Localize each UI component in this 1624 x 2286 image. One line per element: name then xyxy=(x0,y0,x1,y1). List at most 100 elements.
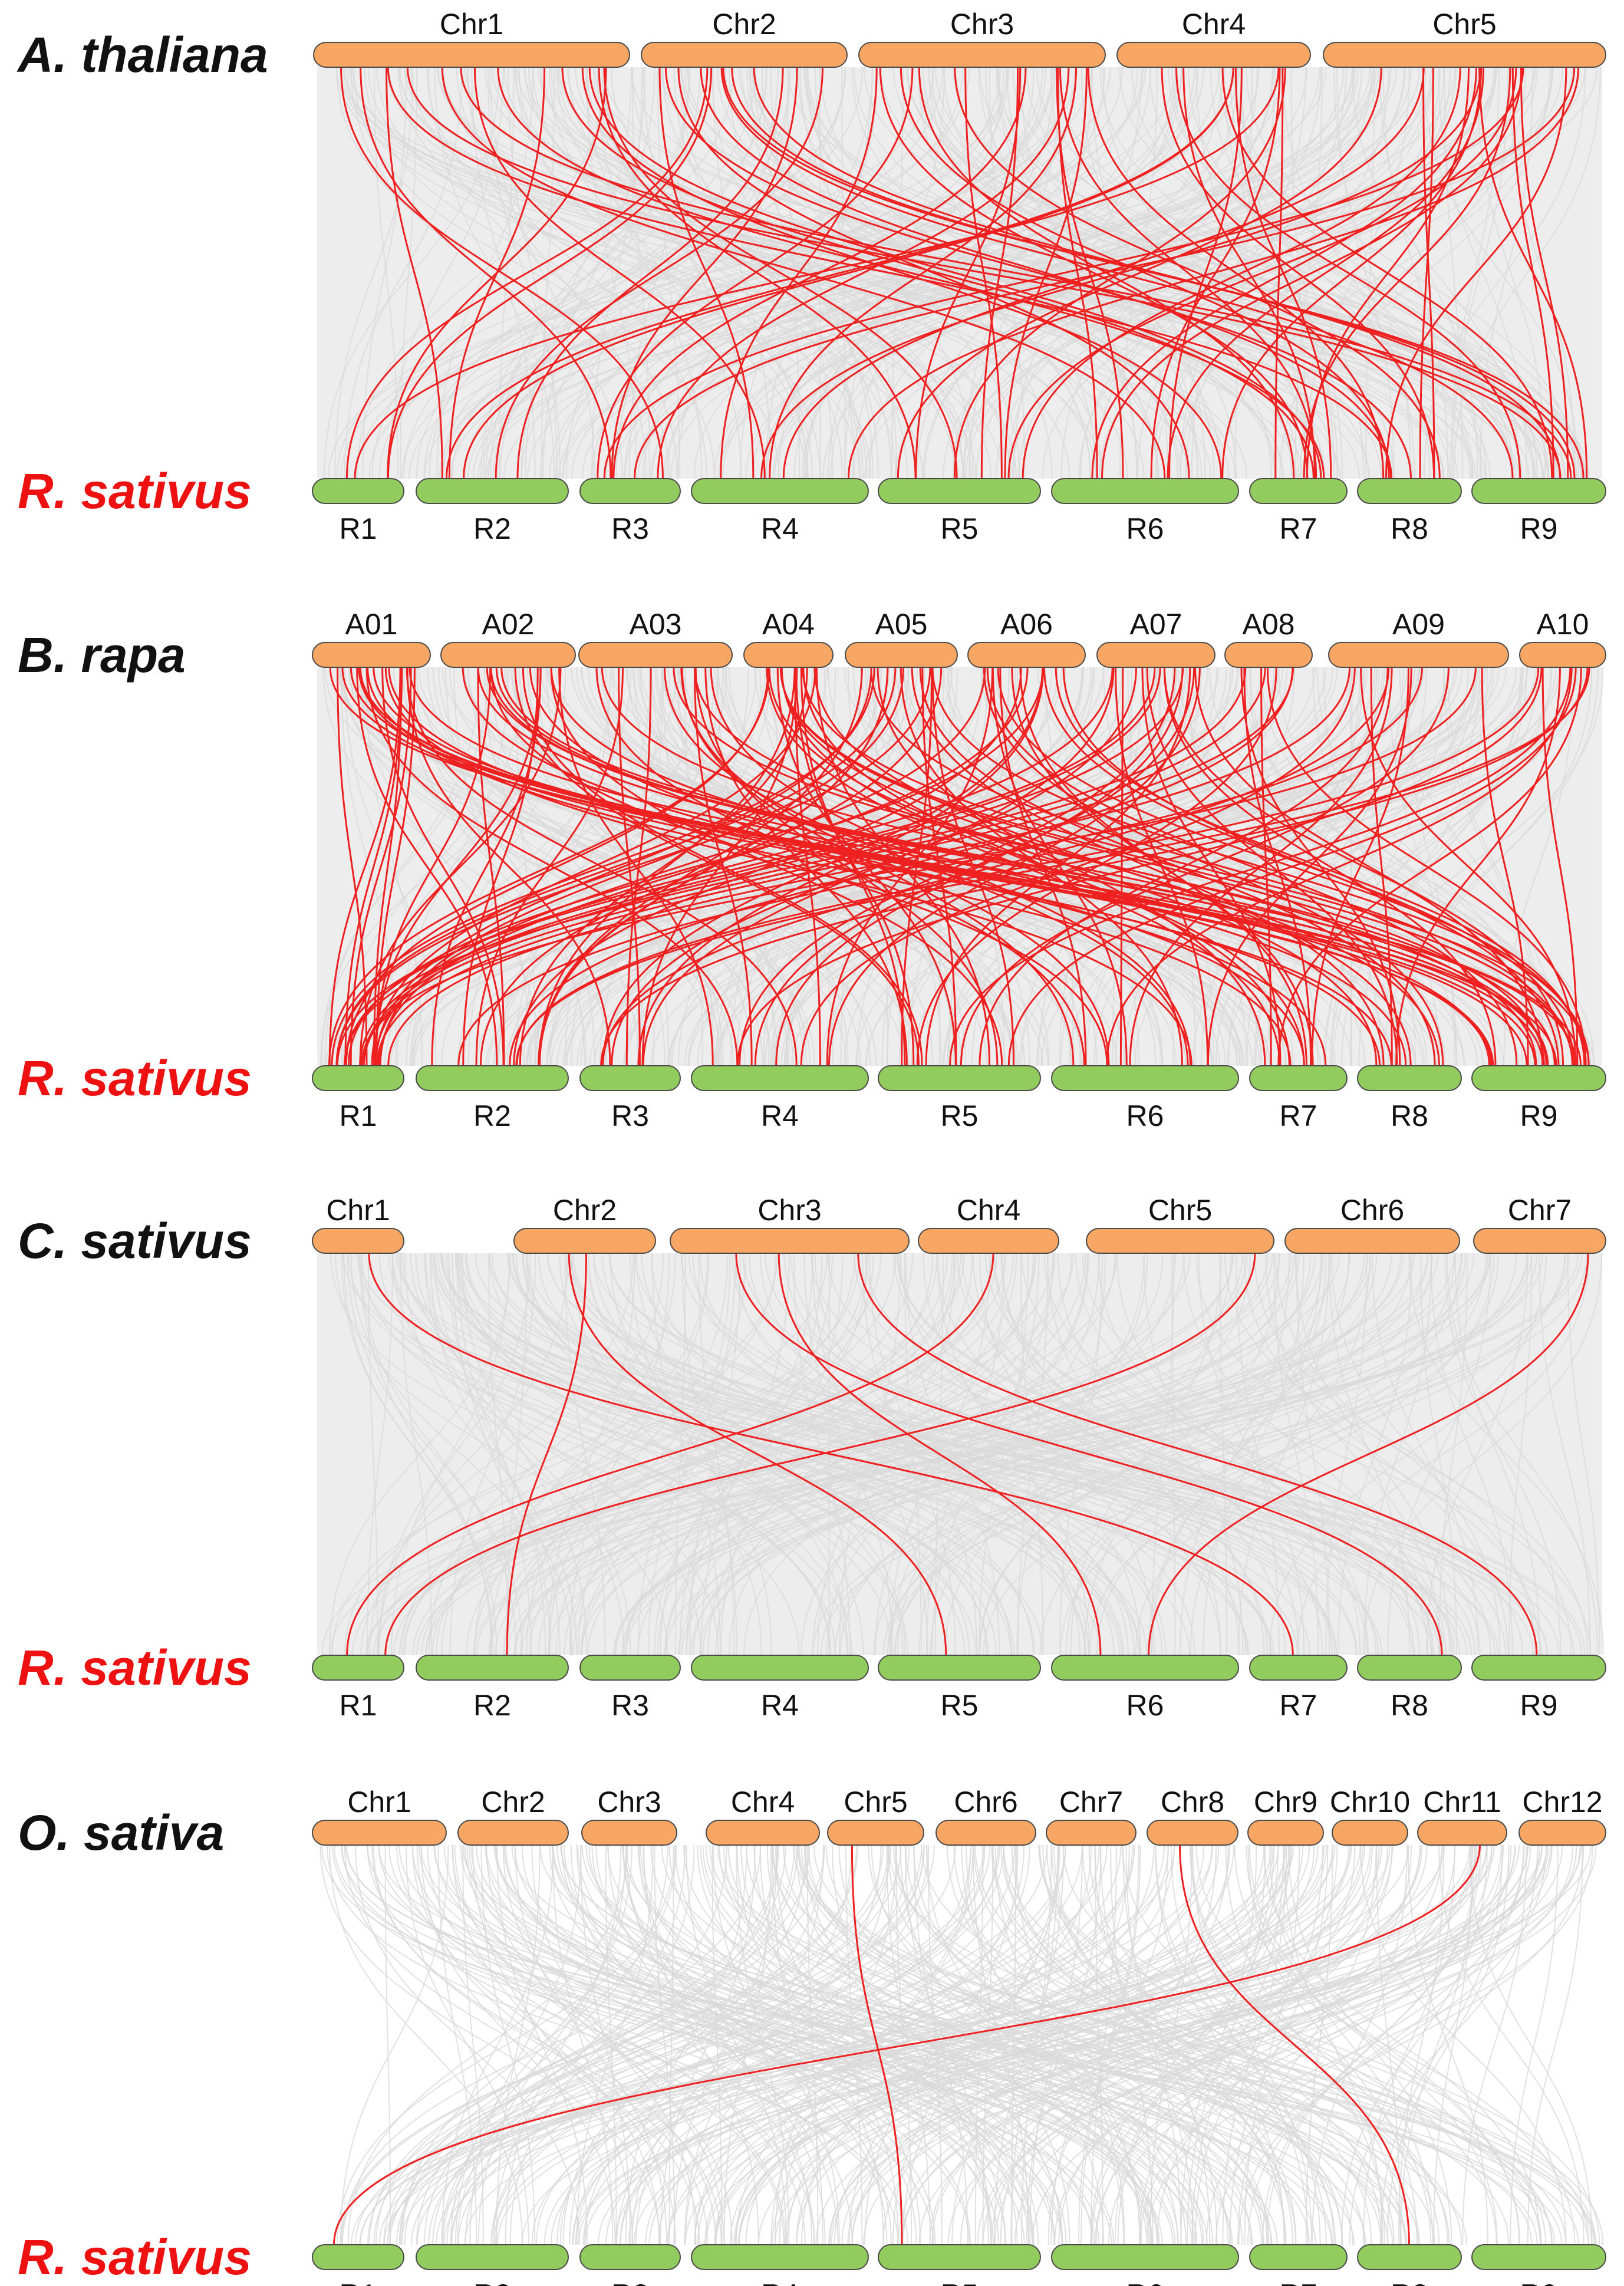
background-link xyxy=(457,1844,1108,2245)
query-chromosome-label: Chr6 xyxy=(1340,1194,1404,1227)
background-link xyxy=(1058,1253,1299,1656)
highlight-link xyxy=(1106,667,1573,1066)
background-link xyxy=(1296,1253,1590,1656)
background-link xyxy=(605,1844,617,2245)
highlight-link xyxy=(522,667,923,1066)
background-link xyxy=(1014,1844,1474,2245)
background-links xyxy=(320,667,1604,1066)
background-link xyxy=(1265,667,1539,1066)
background-link xyxy=(346,67,977,479)
background-link xyxy=(514,1844,1160,2245)
chromosome-bar-target-r4 xyxy=(691,478,869,504)
highlight-link xyxy=(516,667,1540,1066)
chromosome-bar-query-chr1 xyxy=(312,1228,404,1254)
background-link xyxy=(1363,1253,1603,1656)
highlight-link xyxy=(603,67,958,479)
highlight-link xyxy=(356,667,498,1066)
panel-b-rapa: A01 A02 A03 A04 A05 A06 A07 A08 A09 A10 R1 R2 R3 R4 R5… xyxy=(18,608,1606,1132)
background-link xyxy=(847,1844,1597,2245)
background-link xyxy=(556,1844,986,2245)
background-link xyxy=(1083,1253,1280,1656)
background-link xyxy=(333,1844,1445,2245)
background-link xyxy=(373,1844,935,2245)
background-link xyxy=(1303,67,1410,479)
highlight-link xyxy=(354,67,1280,479)
background-link xyxy=(724,67,1277,479)
background-link xyxy=(868,1844,1264,2245)
background-link xyxy=(515,67,821,479)
background-link xyxy=(650,1253,1086,1656)
highlight-link xyxy=(1168,67,1243,479)
query-chromosome-label: Chr7 xyxy=(1508,1194,1572,1227)
background-link xyxy=(720,1253,844,1656)
chromosome-bar-query-chr8 xyxy=(1147,1820,1238,1846)
background-link xyxy=(1438,67,1528,479)
background-link xyxy=(1224,1253,1589,1656)
background-link xyxy=(841,1844,1428,2245)
background-link xyxy=(398,67,1371,479)
highlight-link xyxy=(677,67,1190,479)
background-link xyxy=(383,1844,902,2245)
chromosome-bar-target-r3 xyxy=(579,1065,681,1091)
target-chromosome-label: R3 xyxy=(611,1689,649,1722)
highlight-link xyxy=(460,67,1572,479)
background-link xyxy=(641,1253,1115,1656)
highlight-link xyxy=(387,67,607,479)
background-link xyxy=(905,67,1585,479)
background-link xyxy=(698,1253,735,1656)
background-link xyxy=(410,1253,831,1656)
chromosome-bar-query-a08 xyxy=(1224,642,1313,668)
background-link xyxy=(424,67,1371,479)
target-chromosome-label: R5 xyxy=(941,1689,979,1722)
background-link xyxy=(526,1253,710,1656)
background-link xyxy=(1567,1253,1600,1656)
background-link xyxy=(1229,1844,1329,2245)
highlight-link xyxy=(388,667,1381,1066)
background-link xyxy=(834,1253,1351,1656)
background-link xyxy=(347,1844,628,2245)
background-link xyxy=(605,667,1085,1066)
query-chromosome-label: A07 xyxy=(1130,608,1182,641)
highlight-link xyxy=(1243,667,1312,1066)
highlight-link xyxy=(462,667,539,1066)
background-link xyxy=(1091,67,1169,479)
target-chromosome-label: R5 xyxy=(941,2278,979,2286)
background-link xyxy=(1146,1844,1593,2245)
background-link xyxy=(1143,1253,1244,1656)
background-links xyxy=(319,1844,1604,2245)
highlight-link xyxy=(497,67,1325,479)
background-link xyxy=(321,1844,1273,2245)
highlight-link xyxy=(519,667,808,1066)
background-link xyxy=(992,1844,1395,2245)
background-link xyxy=(625,667,1316,1066)
background-link xyxy=(1305,1844,1333,2245)
chromosome-bar-target-r6 xyxy=(1051,1065,1239,1091)
background-link xyxy=(460,1844,1154,2245)
highlight-link xyxy=(1221,67,1483,479)
highlight-link xyxy=(612,67,1027,479)
chromosome-bar-query-a09 xyxy=(1328,642,1509,668)
background-link xyxy=(1398,1844,1445,2245)
highlight-link xyxy=(368,1253,1294,1656)
highlight-link xyxy=(538,667,889,1066)
target-species-label: R. sativus xyxy=(18,463,252,519)
background-link xyxy=(1082,1253,1592,1656)
background-link xyxy=(548,1253,729,1656)
background-link xyxy=(1383,667,1599,1066)
background-link xyxy=(979,1253,1332,1656)
highlight-links xyxy=(340,67,1588,479)
background-link xyxy=(404,1844,991,2245)
background-link xyxy=(509,1844,695,2245)
background-link xyxy=(513,667,871,1066)
background-link xyxy=(597,1844,1520,2245)
background-link xyxy=(540,67,790,479)
background-link xyxy=(983,1253,1566,1656)
background-link xyxy=(549,667,772,1066)
background-link xyxy=(367,1844,899,2245)
highlight-link xyxy=(515,667,1590,1066)
chromosome-bar-target-r7 xyxy=(1249,478,1348,504)
highlight-links xyxy=(333,1844,1481,2245)
query-chromosome-label: A03 xyxy=(630,608,682,641)
query-chromosome-label: Chr3 xyxy=(757,1194,821,1227)
highlight-link xyxy=(387,667,1350,1066)
